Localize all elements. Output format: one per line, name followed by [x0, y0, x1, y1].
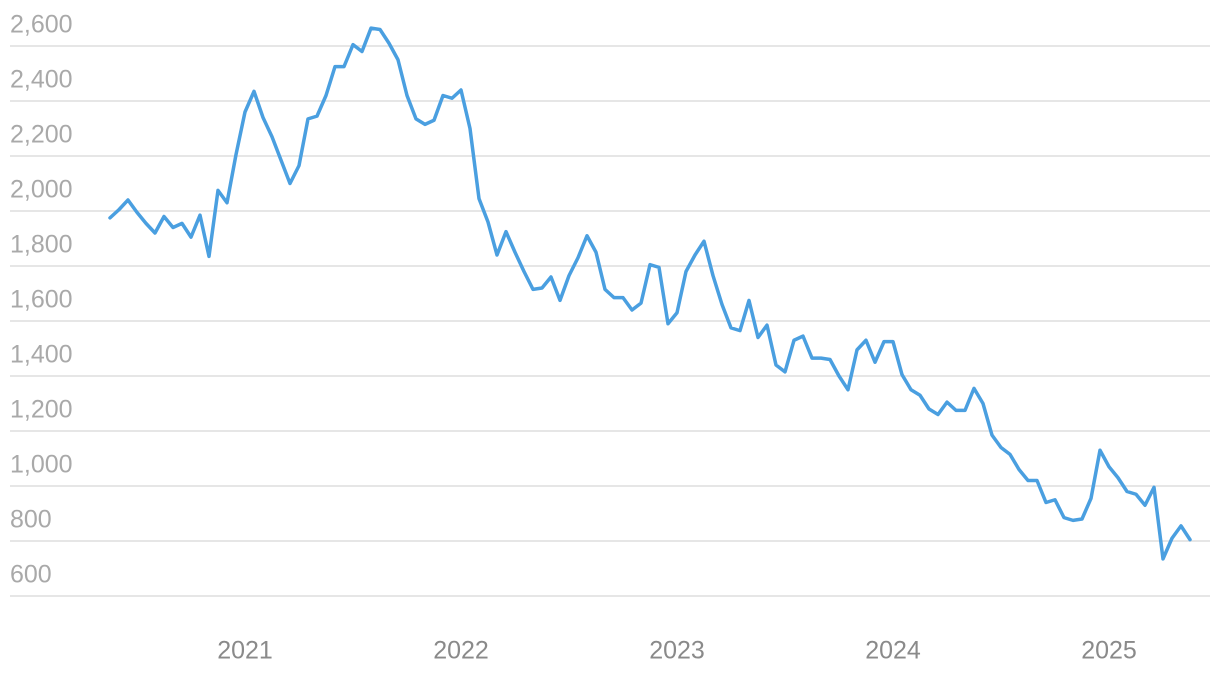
x-tick-label: 2025 — [1081, 637, 1137, 665]
x-tick-label: 2021 — [217, 637, 273, 665]
y-tick-label: 1,400 — [10, 341, 73, 369]
x-tick-label: 2022 — [433, 637, 489, 665]
y-tick-label: 2,600 — [10, 11, 73, 39]
y-tick-label: 1,800 — [10, 231, 73, 259]
y-tick-label: 1,600 — [10, 286, 73, 314]
y-tick-label: 1,000 — [10, 451, 73, 479]
y-tick-label: 2,200 — [10, 121, 73, 149]
y-tick-label: 2,000 — [10, 176, 73, 204]
y-tick-label: 800 — [10, 506, 52, 534]
y-tick-label: 2,400 — [10, 66, 73, 94]
line — [108, 26, 1192, 561]
x-tick-label: 2024 — [865, 637, 921, 665]
x-tick-label: 2023 — [649, 637, 705, 665]
y-tick-label: 1,200 — [10, 396, 73, 424]
y-tick-label: 600 — [10, 561, 52, 589]
